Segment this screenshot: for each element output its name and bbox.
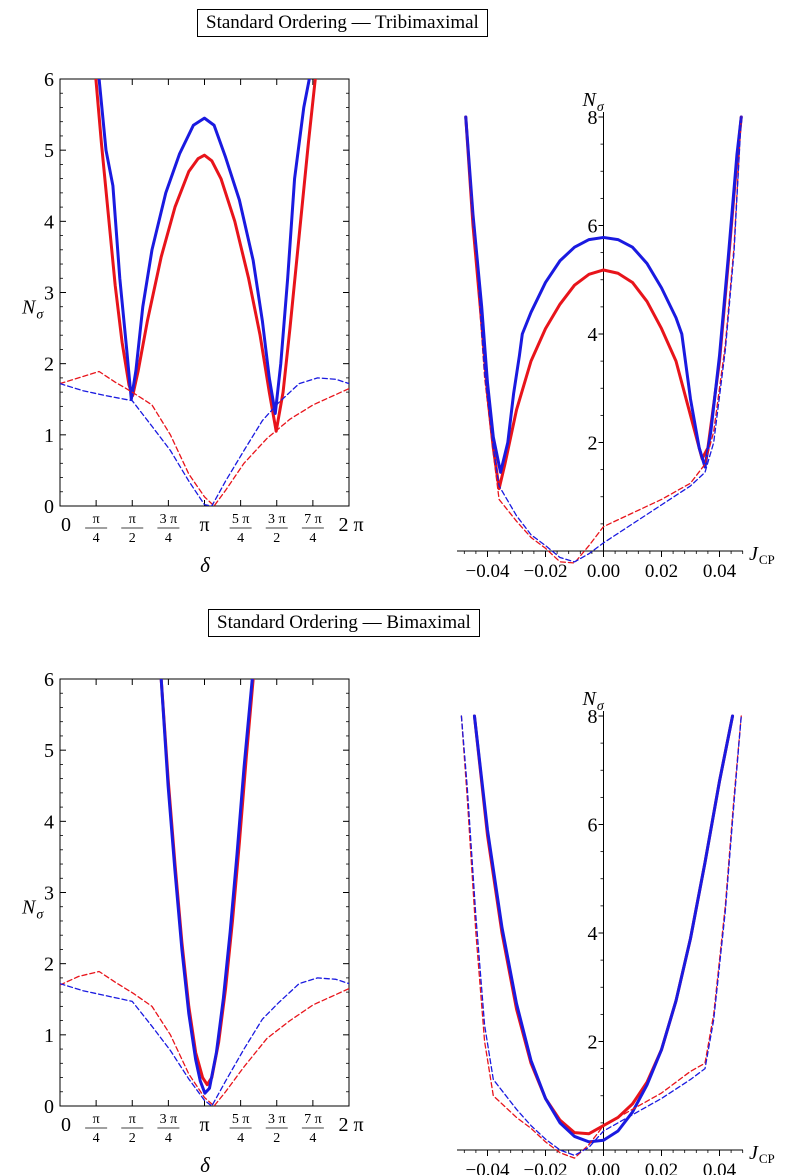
bm-jcp-ytick-label: 4 <box>588 923 598 945</box>
tbm-jcp-series-red-dashed <box>465 116 742 564</box>
bm-jcp-series-blue-solid <box>472 714 735 1144</box>
tbm-jcp-xtick-label: 0.02 <box>645 561 678 582</box>
bm-jcp-series-blue-dashed <box>460 715 742 1157</box>
tbm-delta-xtick-label: π <box>199 514 209 536</box>
bm-delta-ytick-label: 5 <box>44 740 54 762</box>
bm-delta-series-blue-solid <box>159 679 254 1095</box>
bm-delta-ytick-label: 1 <box>44 1025 54 1047</box>
tbm-delta-frame <box>59 78 350 507</box>
tbm-jcp-ylabel-sub: σ <box>597 100 605 115</box>
bm-delta-xtick-label-den: 2 <box>273 1131 280 1146</box>
bm-delta-ylabel-sub: σ <box>36 908 44 923</box>
bm-delta-series-blue-dashed <box>60 977 349 1106</box>
bm-jcp-ylabel-sub: σ <box>597 699 605 714</box>
bm-jcp-ytick-label: 8 <box>588 706 598 728</box>
tbm-jcp-series-blue-dashed <box>465 116 742 563</box>
bm-jcp-series-group <box>460 714 742 1159</box>
bm-delta-series-red-dashed <box>60 970 349 1106</box>
bm-delta-xtick-label-den: 4 <box>93 1131 100 1146</box>
bm-delta-xtick-label: π <box>199 1114 209 1136</box>
bm-jcp-ytick-label: 6 <box>588 815 598 837</box>
bm-delta-xtick-label-den: 4 <box>165 1131 172 1146</box>
bm-jcp-xlabel: JCP <box>749 1142 775 1166</box>
tbm-delta-ytick-label: 5 <box>44 140 54 162</box>
tbm-delta-ytick-label: 1 <box>44 425 54 447</box>
tbm-delta-ylabel: Nσ <box>21 297 44 323</box>
tbm-delta-series-blue-dashed <box>60 377 349 506</box>
tbm-jcp-xtick-label: 0.04 <box>703 561 737 582</box>
bm-delta-xtick-label-num: 3 π <box>268 1112 286 1127</box>
bm-delta-xtick-label: 2 π <box>338 1114 363 1136</box>
bm-delta-xtick-label-den: 4 <box>237 1131 244 1146</box>
bm-delta-ytick-label: 2 <box>44 954 54 976</box>
bm-jcp-xtick-label: 0.04 <box>703 1160 737 1175</box>
bm-delta-xtick-label-num: π <box>93 1112 100 1127</box>
tbm-delta-xtick-label-num: 7 π <box>304 512 322 527</box>
bm-jcp-ytick-label: 2 <box>588 1032 598 1054</box>
tbm-delta-xtick-label-num: 3 π <box>268 512 286 527</box>
tbm-delta-xtick-label: 2 π <box>338 514 363 536</box>
tbm-delta-series-red-solid <box>94 79 317 433</box>
tbm-delta-xtick-label-den: 4 <box>165 531 172 546</box>
tbm-jcp-ytick-label: 6 <box>588 216 598 238</box>
tbm-delta-ytick-label: 2 <box>44 354 54 376</box>
tbm-jcp-xlabel: JCP <box>749 543 775 567</box>
bm-jcp-xlabel-sub: CP <box>759 1151 775 1166</box>
bm-jcp-xtick-label: −0.02 <box>524 1160 568 1175</box>
tbm-delta-xtick-label-den: 4 <box>237 531 244 546</box>
tbm-jcp-xtick-label: −0.02 <box>524 561 568 582</box>
tbm-jcp-series-group <box>464 115 743 564</box>
bm-delta-ytick-label: 0 <box>44 1096 54 1118</box>
tbm-delta-xtick-label-den: 2 <box>273 531 280 546</box>
tbm-jcp-ytick-label: 4 <box>588 324 598 346</box>
tbm-delta-ytick-label: 6 <box>44 69 54 91</box>
bm-delta-ytick-label: 4 <box>44 811 54 833</box>
bm-delta-ytick-label: 3 <box>44 883 54 905</box>
bm-delta-xtick-label-num: 7 π <box>304 1112 322 1127</box>
tbm-delta-xtick-label-den: 4 <box>309 531 316 546</box>
tbm-delta-xtick-label-den: 2 <box>129 531 136 546</box>
section-title-tribimaximal: Standard Ordering — Tribimaximal <box>197 9 488 37</box>
bm-delta-ytick-label: 6 <box>44 669 54 691</box>
tbm-delta-xtick-label-num: 3 π <box>160 512 178 527</box>
tbm-delta-xtick-label-num: π <box>129 512 136 527</box>
tbm-delta-series-group <box>60 79 349 506</box>
bm-delta-xtick-label-num: 5 π <box>232 1112 250 1127</box>
bm-delta-series-group <box>60 679 349 1106</box>
bm-delta-xtick-label-den: 2 <box>129 1131 136 1146</box>
tbm-delta-xlabel: δ <box>200 553 211 577</box>
bm-jcp-xtick-label: −0.04 <box>466 1160 510 1175</box>
bm-jcp-xtick-label: 0.00 <box>587 1160 620 1175</box>
tbm-delta-ytick-label: 4 <box>44 211 54 233</box>
bm-jcp-series-red-dashed <box>460 715 742 1159</box>
tbm-delta-xtick-label-den: 4 <box>93 531 100 546</box>
tbm-delta-ytick-label: 3 <box>44 283 54 305</box>
tbm-delta-series-red-dashed <box>60 370 349 506</box>
bm-delta-xtick-label-den: 4 <box>309 1131 316 1146</box>
tbm-delta-series-blue-solid <box>97 79 311 415</box>
tbm-delta-xtick-label: 0 <box>61 514 71 536</box>
section-title-bimaximal: Standard Ordering — Bimaximal <box>208 609 480 637</box>
bm-delta-xtick-label: 0 <box>61 1114 71 1136</box>
bm-jcp-xtick-label: 0.02 <box>645 1160 678 1175</box>
tbm-jcp-xtick-label: 0.00 <box>587 561 620 582</box>
tbm-delta-ytick-label: 0 <box>44 496 54 518</box>
tbm-delta-xtick-label-num: 5 π <box>232 512 250 527</box>
tbm-delta-ylabel-sub: σ <box>36 308 44 323</box>
tbm-jcp-xtick-label: −0.04 <box>466 561 510 582</box>
tbm-delta-xtick-label-num: π <box>93 512 100 527</box>
bm-delta-xlabel: δ <box>200 1153 211 1175</box>
tbm-jcp-xlabel-sub: CP <box>759 552 775 567</box>
bm-delta-frame <box>59 678 350 1107</box>
bm-delta-xtick-label-num: 3 π <box>160 1112 178 1127</box>
bm-delta-ylabel: Nσ <box>21 897 44 923</box>
tbm-jcp-ytick-label: 8 <box>588 107 598 129</box>
tbm-jcp-ytick-label: 2 <box>588 433 598 455</box>
bm-delta-xtick-label-num: π <box>129 1112 136 1127</box>
